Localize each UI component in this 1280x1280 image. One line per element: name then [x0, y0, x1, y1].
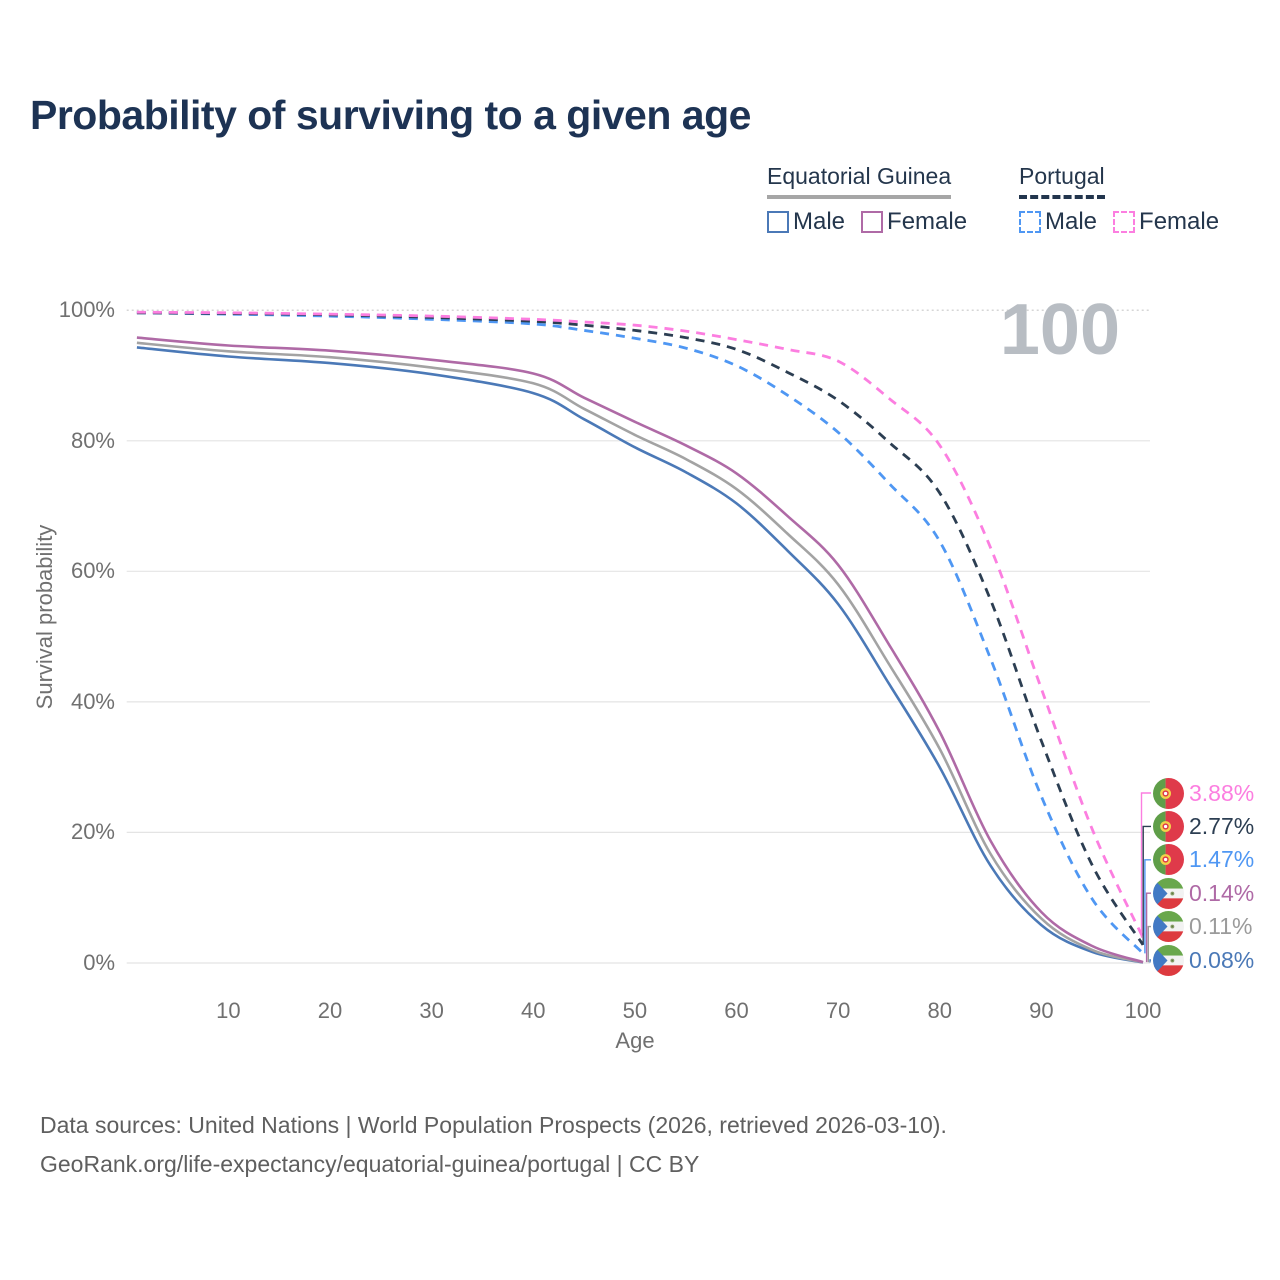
series-line [136, 311, 1145, 955]
x-tick-label: 60 [724, 998, 749, 1023]
series-line [136, 311, 1145, 946]
page-title: Probability of surviving to a given age [30, 92, 751, 138]
end-value: 0.11% [1189, 913, 1253, 940]
end-label-portugal-male: 1.47% [1153, 844, 1254, 876]
callout-line [1142, 825, 1151, 945]
callout-line [1147, 925, 1151, 963]
legend-title-equatorial-guinea: Equatorial Guinea [767, 163, 952, 199]
end-value: 3.88% [1189, 779, 1255, 806]
legend-item-label: Female [1139, 208, 1220, 235]
y-axis-title: Survival probability [32, 524, 57, 710]
end-label-eg-male: 0.08% [1153, 944, 1254, 976]
data-source-note: Data sources: United Nations | World Pop… [40, 1106, 947, 1184]
legend-group-portugal: Portugal Male Female [1019, 163, 1235, 236]
attribution-line: GeoRank.org/life-expectancy/equatorial-g… [40, 1151, 700, 1178]
end-value: 2.77% [1189, 812, 1255, 839]
x-tick-label: 50 [622, 998, 648, 1023]
equatorial-guinea-flag-icon [1153, 911, 1184, 943]
legend-item-pt-female[interactable]: Female [1113, 208, 1219, 236]
x-tick-label: 10 [216, 998, 241, 1023]
legend-item-eg-female[interactable]: Female [861, 208, 967, 236]
end-label-eg-female: 0.14% [1153, 877, 1254, 909]
age-counter: 100 [999, 290, 1120, 370]
x-tick-label: 80 [927, 998, 952, 1023]
legend-item-label: Male [1045, 208, 1098, 235]
eg-female-swatch-icon [861, 211, 884, 233]
y-tick-label: 60% [70, 558, 115, 584]
legend-title-portugal: Portugal [1019, 163, 1105, 199]
x-axis-title: Age [615, 1028, 655, 1053]
callout-line [1149, 959, 1151, 963]
x-tick-label: 70 [825, 998, 851, 1023]
end-label-eg-both: 0.11% [1153, 911, 1253, 943]
series-line [136, 310, 1145, 939]
end-label-portugal-both: 2.77% [1153, 810, 1254, 842]
y-tick-label: 0% [83, 950, 115, 975]
end-value: 0.14% [1189, 879, 1255, 906]
end-value: 0.08% [1189, 946, 1255, 973]
source-line: Data sources: United Nations | World Pop… [40, 1112, 947, 1138]
series-line [136, 346, 1144, 964]
series-line [136, 341, 1144, 964]
y-tick-label: 40% [70, 688, 115, 714]
legend-item-eg-male[interactable]: Male [767, 208, 845, 236]
y-tick-label: 100% [58, 297, 115, 323]
x-tick-label: 20 [317, 998, 343, 1023]
equatorial-guinea-flag-icon [1153, 877, 1184, 909]
equatorial-guinea-flag-icon [1153, 944, 1184, 976]
legend-group-equatorial-guinea: Equatorial Guinea Male Female [767, 163, 983, 236]
portugal-flag-icon [1153, 777, 1184, 809]
x-tick-label: 30 [419, 998, 444, 1023]
pt-female-swatch-icon [1113, 211, 1136, 233]
callout-line [1145, 892, 1151, 963]
series-line [136, 336, 1144, 964]
y-tick-label: 80% [70, 427, 115, 453]
x-tick-label: 40 [520, 998, 546, 1023]
y-tick-label: 20% [70, 819, 115, 845]
end-label-portugal-female: 3.88% [1153, 777, 1254, 809]
portugal-flag-icon [1153, 844, 1184, 876]
legend-item-label: Female [887, 208, 968, 235]
x-tick-label: 100 [1124, 998, 1162, 1023]
legend-item-label: Male [793, 208, 846, 235]
pt-male-swatch-icon [1019, 211, 1041, 233]
callout-line [1144, 859, 1151, 954]
end-value: 1.47% [1189, 846, 1255, 873]
x-tick-label: 90 [1029, 998, 1054, 1023]
eg-male-swatch-icon [767, 211, 789, 233]
callout-line [1140, 792, 1151, 938]
portugal-flag-icon [1153, 810, 1184, 842]
legend-item-pt-male[interactable]: Male [1019, 208, 1097, 236]
